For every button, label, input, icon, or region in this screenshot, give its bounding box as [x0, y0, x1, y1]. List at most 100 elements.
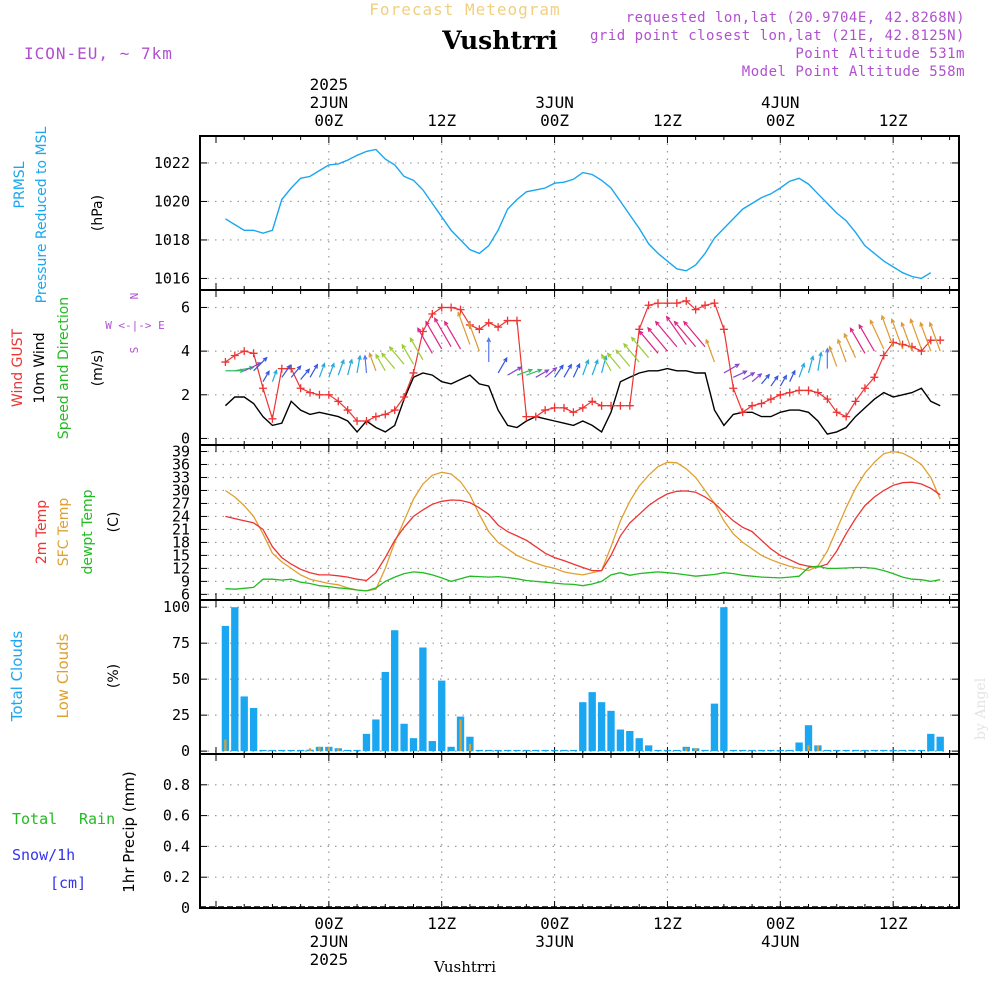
pressure-frame — [199, 135, 960, 291]
wind-arrow-head — [705, 338, 710, 344]
wind-arrow-head — [837, 338, 842, 344]
gust-marker — [381, 410, 390, 419]
wind-arrow-head — [401, 343, 406, 349]
gust-marker — [428, 310, 437, 319]
wind-arrow-shaft — [666, 316, 687, 345]
wind-arrow-head — [606, 352, 612, 358]
top-time-label: 00Z — [314, 111, 343, 130]
wind-arrow-shaft — [761, 374, 770, 385]
gust-marker — [625, 401, 634, 410]
wind-arrow-head — [362, 354, 368, 360]
precip-ylabel: 1hr Precip (mm) — [120, 771, 138, 892]
bottom-time-label: 12Z — [653, 914, 682, 933]
wind-arrow — [705, 338, 716, 363]
wind-speed-line — [224, 367, 941, 435]
wind-arrow-shaft — [409, 337, 424, 361]
pressure-ytick-label: 1016 — [154, 269, 190, 287]
wind-arrow-head — [559, 364, 564, 370]
wind-arrow-shaft — [891, 319, 904, 350]
wind-arrow-head — [890, 318, 896, 324]
wind-arrow-head — [773, 375, 779, 381]
total-cloud-bar — [522, 749, 531, 752]
wind-arrow-shaft — [770, 375, 779, 387]
wind-arrow-shaft — [858, 324, 875, 352]
temp-ylabel: (C) — [106, 512, 122, 533]
wind-arrow-head — [576, 362, 581, 369]
wind-arrow-head — [503, 356, 508, 363]
wind-arrow-shaft — [425, 321, 443, 350]
wind-arrow-shaft — [563, 364, 572, 378]
wind-arrow — [328, 362, 335, 378]
wind-arrow — [683, 320, 706, 348]
wind-arrow — [890, 318, 904, 350]
gust-marker — [221, 358, 230, 367]
temperature-ytick-label: 21 — [172, 520, 190, 538]
wind-arrow — [516, 368, 534, 376]
top-time-label: 12Z — [653, 111, 682, 130]
wind-arrow-shaft — [582, 359, 589, 376]
low-cloud-bar — [685, 748, 688, 752]
gust-marker — [701, 301, 710, 310]
gust-marker — [522, 412, 531, 421]
gust-marker — [315, 390, 324, 399]
gust-marker — [541, 406, 550, 415]
precip-ytick-label: 0 — [181, 899, 190, 917]
wind-arrow-head — [750, 372, 756, 377]
temperature-ytick-label: 33 — [172, 468, 190, 486]
wind-arrow-shaft — [837, 339, 847, 363]
precip-ytick-label: 0.2 — [163, 868, 190, 886]
wind-arrow-head — [444, 320, 449, 326]
wind-arrow-head — [757, 373, 763, 378]
wind-arrow — [253, 356, 268, 372]
gust-marker — [437, 303, 446, 312]
wind-arrow — [290, 365, 302, 378]
total-cloud-bar — [597, 702, 606, 752]
total-cloud-bar — [654, 749, 662, 752]
credit-watermark: by Angel — [973, 677, 989, 740]
clouds-label-low: Low Clouds — [54, 633, 72, 718]
total-cloud-bar — [381, 671, 389, 752]
wind-arrow-shaft — [572, 363, 581, 378]
precip-label-cm: [cm] — [50, 874, 86, 892]
wind-arrow-shaft — [507, 366, 522, 376]
total-cloud-bar — [776, 749, 784, 752]
gust-marker — [663, 299, 672, 308]
temperature-ytick-label: 6 — [181, 585, 190, 603]
clouds-ytick-label: 25 — [172, 706, 190, 724]
wind-ytick-label: 2 — [181, 386, 190, 404]
gust-marker — [870, 373, 879, 382]
total-cloud-bar — [447, 746, 455, 752]
wind-arrow — [928, 321, 941, 352]
total-cloud-bar — [550, 749, 559, 752]
wind-arrow-head — [434, 317, 439, 323]
temp-label-dewpt: dewpt Temp — [80, 489, 96, 574]
wind-arrow-shaft — [417, 327, 433, 354]
precip-label-snow: Snow/1h — [12, 846, 75, 864]
wind-ylabel: (m/s) — [90, 350, 106, 387]
pressure-ylabel: (hPa) — [90, 195, 106, 231]
wind-arrow-head — [765, 373, 771, 379]
wind-arrow-shaft — [910, 319, 922, 350]
wind-arrow-head — [683, 320, 688, 326]
footer-location: Vushtrri — [433, 958, 497, 976]
wind-arrow-shaft — [535, 369, 549, 378]
precip-label-rain: Rain — [79, 810, 115, 828]
wind-arrow-shaft — [401, 344, 415, 365]
wind-arrow-shaft — [554, 365, 564, 378]
wind-arrow — [900, 321, 913, 352]
wind-arrow-head — [615, 349, 621, 355]
wind-arrow-head — [809, 355, 815, 361]
total-cloud-bar — [259, 749, 267, 752]
temp-label-sfc: SFC Temp — [56, 498, 72, 567]
gust-marker — [851, 397, 860, 406]
wind-arrow — [468, 321, 480, 352]
wind-arrow-head — [517, 366, 523, 371]
wind-arrow-shaft — [919, 322, 932, 352]
wind-arrow-head — [647, 326, 652, 333]
total-cloud-bar — [503, 749, 512, 752]
temp-label-2m: 2m Temp — [34, 500, 50, 564]
total-cloud-bar — [569, 749, 578, 752]
gust-marker — [682, 296, 691, 305]
wind-arrow — [362, 354, 368, 374]
total-cloud-bar — [419, 647, 427, 752]
